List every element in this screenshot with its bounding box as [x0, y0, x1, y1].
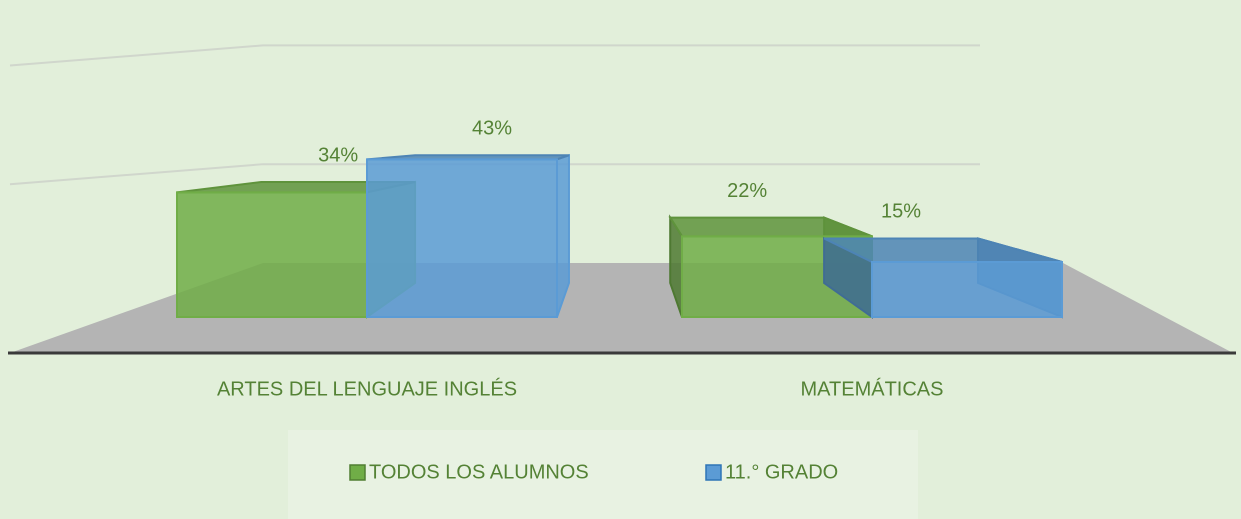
legend-label: 11.° GRADO	[725, 461, 838, 483]
value-label: 22%	[727, 180, 767, 202]
bar	[366, 158, 558, 318]
legend-swatch	[349, 464, 366, 481]
value-label: 15%	[881, 201, 921, 223]
bar	[176, 191, 368, 318]
bar	[871, 261, 1063, 318]
legend-box	[288, 430, 918, 519]
x-tick-label: MATEMÁTICAS	[801, 377, 944, 400]
grid-line	[9, 44, 980, 67]
legend-label: TODOS LOS ALUMNOS	[369, 461, 589, 483]
legend-swatch	[705, 464, 722, 481]
x-tick-label: ARTES DEL LENGUAJE INGLÉS	[217, 377, 517, 400]
value-label: 43%	[472, 118, 512, 140]
value-label: 34%	[318, 144, 358, 166]
grid-line	[9, 163, 980, 186]
